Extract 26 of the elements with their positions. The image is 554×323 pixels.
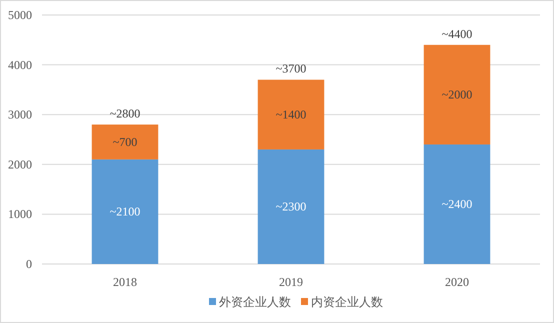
y-tick-label: 2000 [8,157,32,172]
data-label: ~1400 [276,108,306,122]
bar [92,124,158,160]
legend-label: 外资企业人数 [219,295,291,309]
y-tick-label: 4000 [8,58,32,72]
x-tick-label: 2020 [445,275,469,289]
bar [258,149,324,264]
x-tick-label: 2018 [113,275,137,289]
data-label: ~2000 [442,88,472,102]
y-tick-label: 5000 [8,8,32,22]
x-tick-label: 2019 [279,275,303,289]
y-tick-label: 3000 [8,108,32,122]
data-label: ~2100 [110,204,140,219]
total-label: ~2800 [110,106,140,121]
data-label: ~2300 [276,200,306,214]
total-label: ~4400 [442,26,472,41]
bar [424,44,490,144]
legend-label: 内资企业人数 [311,295,383,309]
bar [258,80,324,150]
bar [92,159,158,264]
data-label: ~700 [112,134,138,149]
data-label: ~2400 [442,197,472,212]
bar [424,144,490,264]
y-tick-label: 1000 [8,207,32,222]
y-tick-label: 0 [26,257,32,271]
total-label: ~3700 [276,62,306,76]
